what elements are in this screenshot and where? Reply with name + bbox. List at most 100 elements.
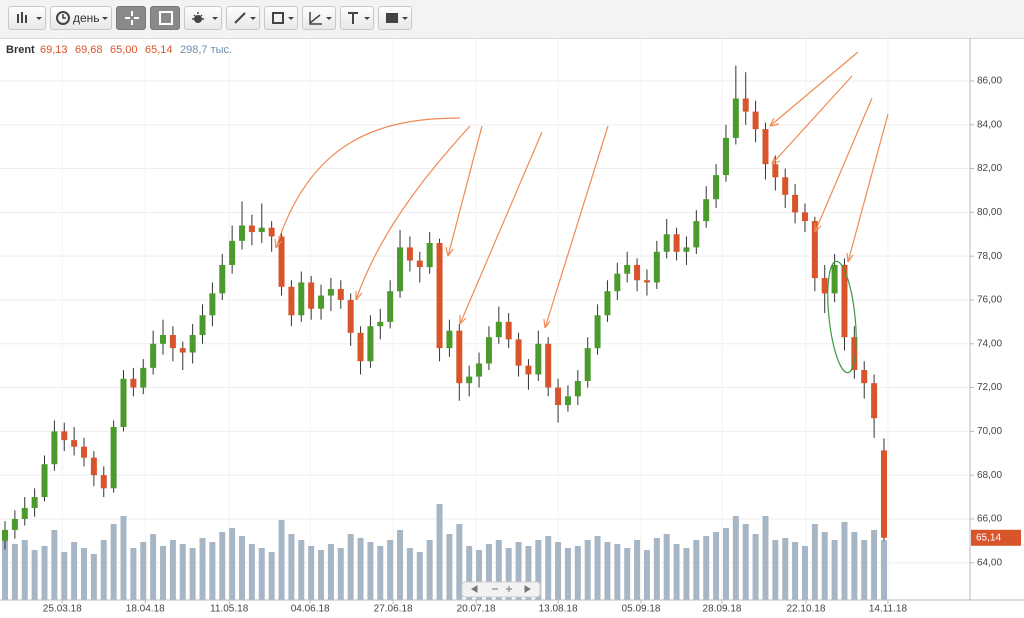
volume-bar <box>880 540 887 600</box>
settings-button[interactable] <box>184 6 222 30</box>
volume-bar <box>327 544 334 600</box>
candle-body <box>416 260 423 268</box>
volume-bar <box>357 538 364 600</box>
candle-body <box>525 365 532 375</box>
candle-body <box>742 98 749 112</box>
candle-body <box>71 440 78 447</box>
candle-body <box>456 330 463 384</box>
x-tick-label: 27.06.18 <box>374 604 413 615</box>
volume-bar <box>476 550 483 600</box>
volume-bar <box>485 544 492 600</box>
x-tick-label: 28.09.18 <box>703 604 742 615</box>
volume-bar <box>426 540 433 600</box>
candle-body <box>436 243 443 349</box>
volume-bar <box>466 546 473 600</box>
volume-bar <box>634 540 641 600</box>
volume-bar <box>495 540 502 600</box>
candle-body <box>515 339 522 366</box>
volume-bar <box>140 542 147 600</box>
volume-bar <box>535 540 542 600</box>
volume-bar <box>160 546 167 600</box>
volume-bar <box>288 534 295 600</box>
arrow-head <box>355 291 363 301</box>
candle-body <box>466 376 473 384</box>
volume-bar <box>41 546 48 600</box>
candle-body <box>179 348 186 353</box>
candle-body <box>199 315 206 336</box>
volume-bar <box>732 516 739 600</box>
volume-bar <box>406 548 413 600</box>
candle-body <box>653 251 660 283</box>
volume-bar <box>31 550 38 600</box>
legend-high: 69,68 <box>75 44 103 56</box>
indicator-button[interactable] <box>150 6 180 30</box>
candle-body <box>713 175 720 200</box>
candle-body <box>81 446 88 458</box>
line-tool-button[interactable] <box>226 6 260 30</box>
candle-body <box>604 291 611 316</box>
x-tick-label: 20.07.18 <box>457 604 496 615</box>
volume-bar <box>268 552 275 600</box>
chart-type-button[interactable] <box>8 6 46 30</box>
candle-body <box>851 337 858 371</box>
volume-bar <box>742 524 749 600</box>
volume-bar <box>61 552 68 600</box>
candle-body <box>209 293 216 316</box>
x-tick-label: 11.05.18 <box>210 604 249 615</box>
period-button[interactable]: день <box>50 6 112 30</box>
candle-body <box>811 221 818 279</box>
volume-bar <box>782 538 789 600</box>
candle-body <box>801 212 808 222</box>
candle-body <box>584 348 591 381</box>
volume-bar <box>120 516 127 600</box>
y-tick-label: 66,00 <box>977 514 1002 525</box>
shape-tool-button[interactable] <box>264 6 298 30</box>
arrow-head <box>459 315 467 325</box>
candle-body <box>722 137 729 176</box>
candle-body <box>278 236 285 287</box>
y-tick-label: 70,00 <box>977 426 1002 437</box>
volume-bar <box>387 540 394 600</box>
volume-bar <box>831 540 838 600</box>
text-tool-button[interactable] <box>340 6 374 30</box>
volume-bar <box>199 538 206 600</box>
scroll-control[interactable] <box>461 581 541 598</box>
volume-bar <box>683 548 690 600</box>
volume-bar <box>81 548 88 600</box>
candle-body <box>248 225 255 233</box>
volume-bar <box>318 550 325 600</box>
candle-body <box>555 387 562 406</box>
candle-body <box>31 497 38 509</box>
candle-body <box>861 370 868 384</box>
volume-bar <box>367 542 374 600</box>
candle-body <box>229 240 236 265</box>
volume-bar <box>21 540 28 600</box>
candle-body <box>367 326 374 362</box>
legend-open: 69,13 <box>40 44 68 56</box>
toolbar: день <box>0 0 1024 39</box>
annotations <box>274 51 889 329</box>
candle-body <box>41 464 48 498</box>
candle-body <box>880 450 887 538</box>
volume-bar <box>762 516 769 600</box>
image-tool-button[interactable] <box>378 6 412 30</box>
arrow-head <box>814 223 822 233</box>
candle-body <box>397 247 404 292</box>
volume-bar <box>229 528 236 600</box>
volume-pane <box>1 504 887 600</box>
candle-body <box>693 221 700 248</box>
candle-body <box>752 111 759 130</box>
fib-tool-button[interactable] <box>302 6 336 30</box>
legend-low: 65,00 <box>110 44 138 56</box>
last-price-label: 65,14 <box>976 532 1001 543</box>
candle-body <box>643 280 650 283</box>
candle-body <box>239 225 246 241</box>
arrow <box>771 75 853 165</box>
crosshair-button[interactable] <box>116 6 146 30</box>
y-tick-label: 78,00 <box>977 251 1002 262</box>
volume-bar <box>51 530 58 600</box>
volume-bar <box>693 540 700 600</box>
volume-bar <box>100 540 107 600</box>
candle-body <box>673 234 680 252</box>
